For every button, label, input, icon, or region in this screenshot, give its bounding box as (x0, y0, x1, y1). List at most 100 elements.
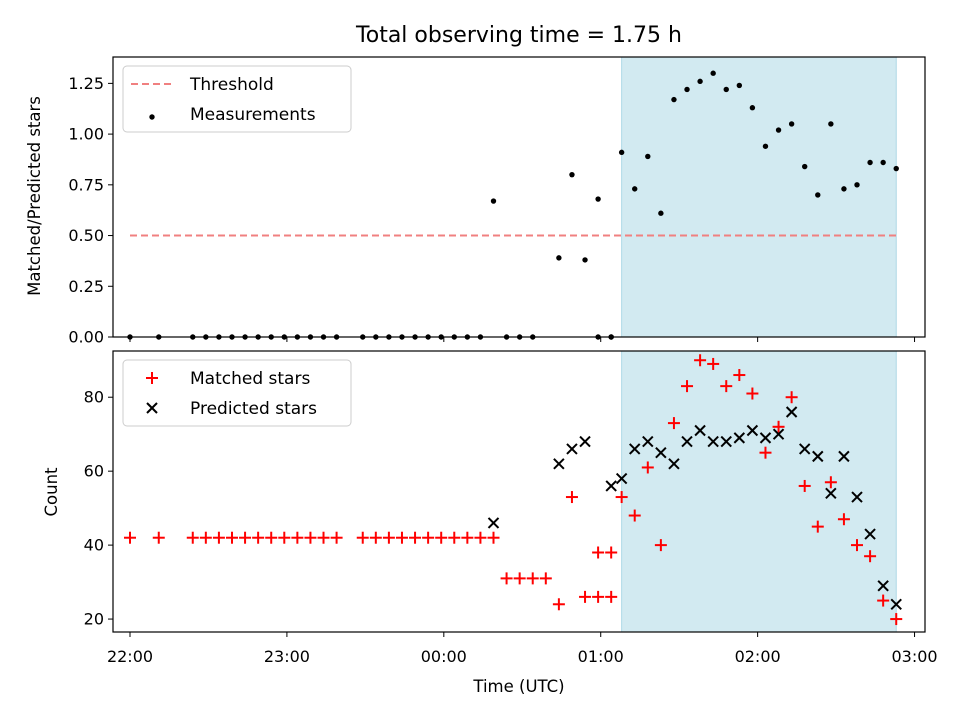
predicted-stars-point (655, 446, 667, 459)
matched-stars-point (265, 531, 278, 544)
matched-stars-point (239, 531, 252, 544)
predicted-stars-point (812, 450, 824, 463)
x-tick-label: 23:00 (264, 647, 310, 666)
matched-stars-point (720, 380, 733, 393)
matched-stars-point (291, 531, 304, 544)
measurement-point (595, 196, 601, 202)
predicted-stars-point (851, 491, 863, 503)
matched-stars-point (225, 531, 238, 544)
measurement-point (710, 70, 716, 76)
measurement-point (723, 86, 729, 93)
matched-stars-point (864, 550, 877, 563)
measurement-point (490, 198, 497, 204)
predicted-stars-point (772, 428, 785, 440)
highlight-span (621, 350, 897, 633)
matched-stars-point (851, 539, 864, 552)
matched-stars-point (615, 491, 628, 504)
highlight-span (621, 56, 897, 338)
legend-label: Matched stars (190, 369, 310, 389)
matched-stars-point (641, 461, 654, 474)
predicted-stars-point (838, 450, 850, 463)
predicted-stars-point (825, 487, 837, 500)
legend-label: Predicted stars (190, 399, 317, 419)
y-tick-label: 0.25 (68, 277, 104, 296)
matched-stars-point (304, 531, 317, 544)
matched-stars-point (592, 546, 605, 559)
matched-stars-point (356, 531, 369, 544)
measurement-point (618, 149, 625, 156)
matched-stars-point (123, 531, 136, 544)
predicted-stars-point (890, 598, 902, 610)
predicted-stars-point (629, 443, 641, 455)
matched-stars-point (395, 531, 408, 544)
y-tick-label: 0.00 (68, 328, 104, 347)
x-tick-label: 03:00 (891, 647, 937, 666)
matched-stars-point (474, 531, 487, 544)
measurement-point (556, 255, 562, 261)
measurement-point (658, 210, 664, 216)
measurement-point (671, 96, 677, 103)
predicted-stars-point (553, 458, 565, 470)
measurement-point (880, 159, 886, 166)
matched-stars-point (278, 531, 291, 544)
matched-stars-point (877, 594, 890, 607)
legend: Matched stars Predicted stars (122, 359, 352, 427)
measurement-point (582, 257, 588, 263)
predicted-stars-point (487, 517, 500, 529)
matched-stars-point (212, 531, 225, 544)
axes-frame (112, 56, 926, 338)
measurement-point (893, 165, 899, 172)
y-tick-label: 80 (84, 388, 104, 407)
matched-stars-point (694, 354, 707, 367)
legend-label: Measurements (190, 105, 316, 125)
matched-stars-point (592, 590, 605, 603)
measurement-point (697, 78, 703, 85)
matched-stars-point (785, 391, 798, 404)
matched-stars-point (654, 539, 667, 552)
y-tick-label: 60 (84, 462, 104, 481)
measurement-point (762, 143, 769, 149)
x-tick-label: 01:00 (578, 647, 624, 666)
matched-stars-point (565, 491, 578, 504)
matched-stars-point (837, 513, 850, 526)
bottom-y-axis-label: Count (42, 467, 61, 517)
matched-stars-point (605, 590, 618, 603)
bottom-panel: 20 40 60 80 22:00 23:00 00:00 01:00 02:00 03:00 Ma… (84, 350, 938, 666)
matched-stars-point (552, 598, 565, 611)
predicted-stars-point (759, 432, 772, 444)
predicted-stars-point (785, 406, 798, 418)
matched-stars-point (733, 369, 746, 382)
measurement-point (815, 192, 821, 198)
y-tick-label: 0.50 (68, 226, 104, 245)
matched-stars-point (681, 380, 694, 393)
matched-stars-point (628, 509, 641, 522)
predicted-stars-point (720, 435, 732, 448)
predicted-stars-point (642, 435, 654, 448)
matched-stars-point (409, 531, 422, 544)
measurement-point (569, 171, 575, 178)
measurement-point (828, 121, 834, 127)
predicted-stars-point (864, 528, 876, 540)
matched-stars-point (152, 531, 165, 544)
predicted-stars-point (579, 435, 591, 448)
x-tick-label: 02:00 (735, 647, 781, 666)
matched-stars-point (707, 357, 720, 370)
matched-stars-point (461, 531, 474, 544)
matched-stars-point (890, 613, 903, 626)
measurement-point (645, 153, 651, 160)
chart-title: Total observing time = 1.75 h (355, 23, 682, 48)
legend-predicted-swatch (146, 402, 158, 414)
matched-stars-point (330, 531, 343, 544)
matched-stars-point (811, 520, 824, 533)
measurement-point (867, 159, 873, 166)
measurement-point (736, 82, 743, 89)
top-y-axis-label: Matched/Predicted stars (25, 96, 44, 296)
matched-stars-point (605, 546, 618, 559)
predicted-stars-point (798, 443, 811, 455)
matched-stars-point (579, 590, 592, 603)
axes-frame (112, 350, 926, 633)
measurement-point (841, 186, 847, 192)
predicted-stars-point (707, 435, 719, 448)
predicted-stars-point (733, 432, 746, 444)
y-tick-label: 1.00 (68, 125, 104, 144)
